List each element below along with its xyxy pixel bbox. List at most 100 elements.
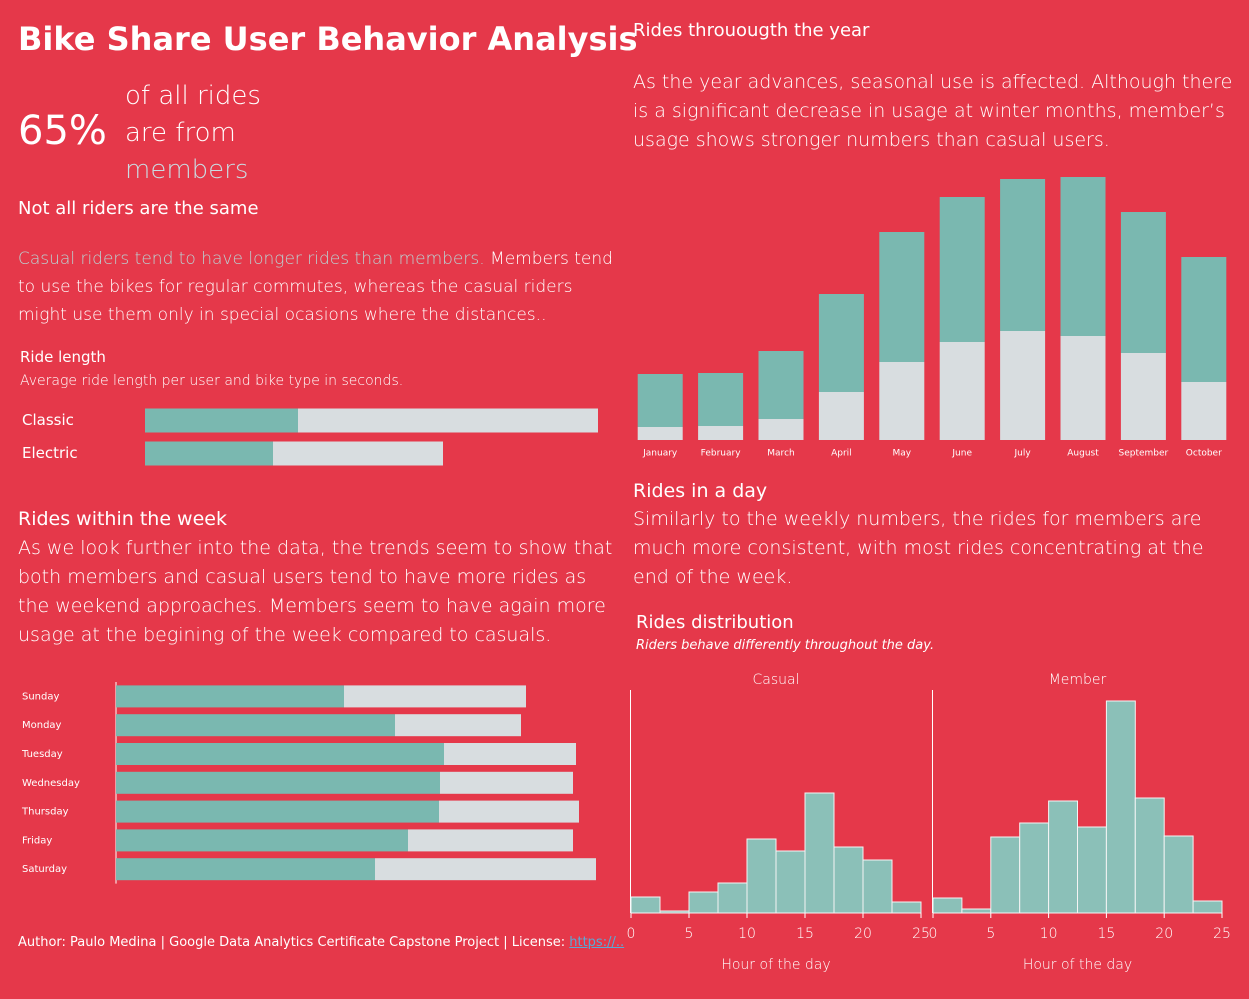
footer-text: Author: Paulo Medina | Google Data Analy…	[18, 935, 570, 950]
x-tick-label: 0	[929, 926, 938, 942]
kpi: 65%	[18, 108, 107, 154]
histogram-bar	[990, 836, 1021, 914]
bar-segment	[298, 408, 598, 433]
bar-segment	[637, 374, 683, 427]
bar-segment	[1060, 177, 1106, 336]
bar-segment	[939, 197, 985, 342]
category-label: August	[1067, 449, 1099, 459]
heading: Rides in a day	[633, 480, 768, 502]
category-label: Saturday	[22, 864, 67, 875]
x-tick-label: 20	[1155, 926, 1173, 942]
category-label: Electric	[22, 444, 78, 462]
bar-segment	[939, 342, 985, 440]
category-label: Classic	[22, 411, 74, 429]
histogram-bar	[659, 910, 690, 914]
text: Members tend to use the bikes for regula…	[18, 249, 613, 325]
bar-segment	[116, 714, 395, 737]
paragraph: Casual riders tend to have longer rides …	[18, 245, 618, 329]
kpi-line: members	[125, 155, 249, 185]
bar-segment	[818, 294, 864, 392]
category-label: October	[1186, 449, 1222, 459]
histogram-bar	[804, 792, 835, 914]
category-label: February	[701, 449, 742, 459]
histogram-bar	[1048, 800, 1078, 914]
kpi-text: of all rides are from members	[125, 78, 261, 189]
chart-subtitle: Average ride length per user and bike ty…	[20, 373, 404, 389]
category-label: April	[831, 449, 852, 459]
bar-segment	[439, 800, 579, 823]
bar-segment	[116, 829, 408, 852]
histogram-bar	[1105, 700, 1136, 914]
x-axis-label: Hour of the day	[1023, 957, 1132, 973]
category-label: July	[1014, 449, 1032, 459]
histogram-bar	[1134, 797, 1165, 914]
bar-segment	[698, 373, 744, 426]
bar-segment	[344, 685, 526, 708]
bar-segment	[637, 427, 683, 440]
paragraph: Similarly to the weekly numbers, the rid…	[633, 508, 1204, 588]
bar-segment	[116, 685, 344, 708]
chart-heading: Rides distribution	[636, 612, 794, 633]
bar-segment	[1120, 212, 1166, 353]
bar-segment	[879, 232, 925, 362]
highlight: Casual riders tend to have longer rides …	[18, 249, 485, 269]
category-label: January	[642, 449, 678, 459]
category-label: Wednesday	[22, 778, 80, 789]
histogram-bar	[717, 882, 748, 914]
category-label: Tuesday	[21, 749, 63, 760]
bar-segment	[818, 392, 864, 440]
bar-segment	[1000, 179, 1046, 331]
histogram-bar	[775, 850, 806, 914]
histogram-bar	[1077, 826, 1107, 914]
x-tick-label: 10	[738, 926, 756, 942]
category-label: May	[892, 449, 911, 459]
heading: Rides throuougth the year	[633, 20, 870, 41]
facet-title: Casual	[753, 672, 800, 688]
bar-segment	[273, 441, 443, 466]
bar-segment	[145, 408, 298, 433]
x-tick-label: 5	[685, 926, 694, 942]
bar-segment	[758, 351, 804, 419]
chart-title: Ride length	[20, 348, 106, 366]
x-axis-label: Hour of the day	[721, 957, 830, 973]
bar-segment	[698, 426, 744, 440]
category-label: Sunday	[22, 691, 59, 702]
category-label: June	[951, 449, 972, 459]
title: Bike Share User Behavior Analysis	[18, 20, 638, 58]
bar-segment	[408, 829, 573, 852]
bar-segment	[1120, 353, 1166, 440]
x-tick-label: 20	[854, 926, 872, 942]
kpi-line: are from	[125, 118, 236, 148]
x-tick-label: 15	[796, 926, 814, 942]
chart-subtitle: Riders behave differently throughout the…	[636, 638, 935, 653]
paragraph: As the year advances, seasonal use is af…	[633, 71, 1233, 151]
bar-segment	[375, 858, 596, 881]
category-label: Monday	[22, 720, 62, 731]
histogram-bar	[862, 859, 893, 914]
category-label: March	[767, 449, 794, 459]
footer: Author: Paulo Medina | Google Data Analy…	[18, 935, 624, 950]
category-label: Thursday	[21, 807, 69, 818]
x-tick-label: 25	[912, 926, 930, 942]
histogram-bar	[1019, 822, 1050, 914]
paragraph: As we look further into the data, the tr…	[18, 537, 613, 646]
bar-segment	[116, 771, 440, 794]
bar-segment	[1000, 331, 1046, 440]
histogram-bar	[932, 897, 963, 914]
histogram-bar	[688, 891, 719, 914]
bar-segment	[444, 743, 576, 765]
bar-segment	[1181, 257, 1227, 382]
x-tick-label: 5	[986, 926, 995, 942]
category-label: Friday	[22, 835, 52, 846]
bar-segment	[145, 441, 273, 466]
bar-segment	[116, 743, 444, 765]
histogram-bar	[1192, 900, 1223, 914]
bar-segment	[116, 800, 439, 823]
link[interactable]: https://..	[569, 935, 625, 950]
histogram-bar	[961, 908, 992, 914]
kpi-line: of all rides	[125, 81, 261, 111]
histogram-bar	[891, 901, 922, 914]
x-tick-label: 15	[1097, 926, 1115, 942]
